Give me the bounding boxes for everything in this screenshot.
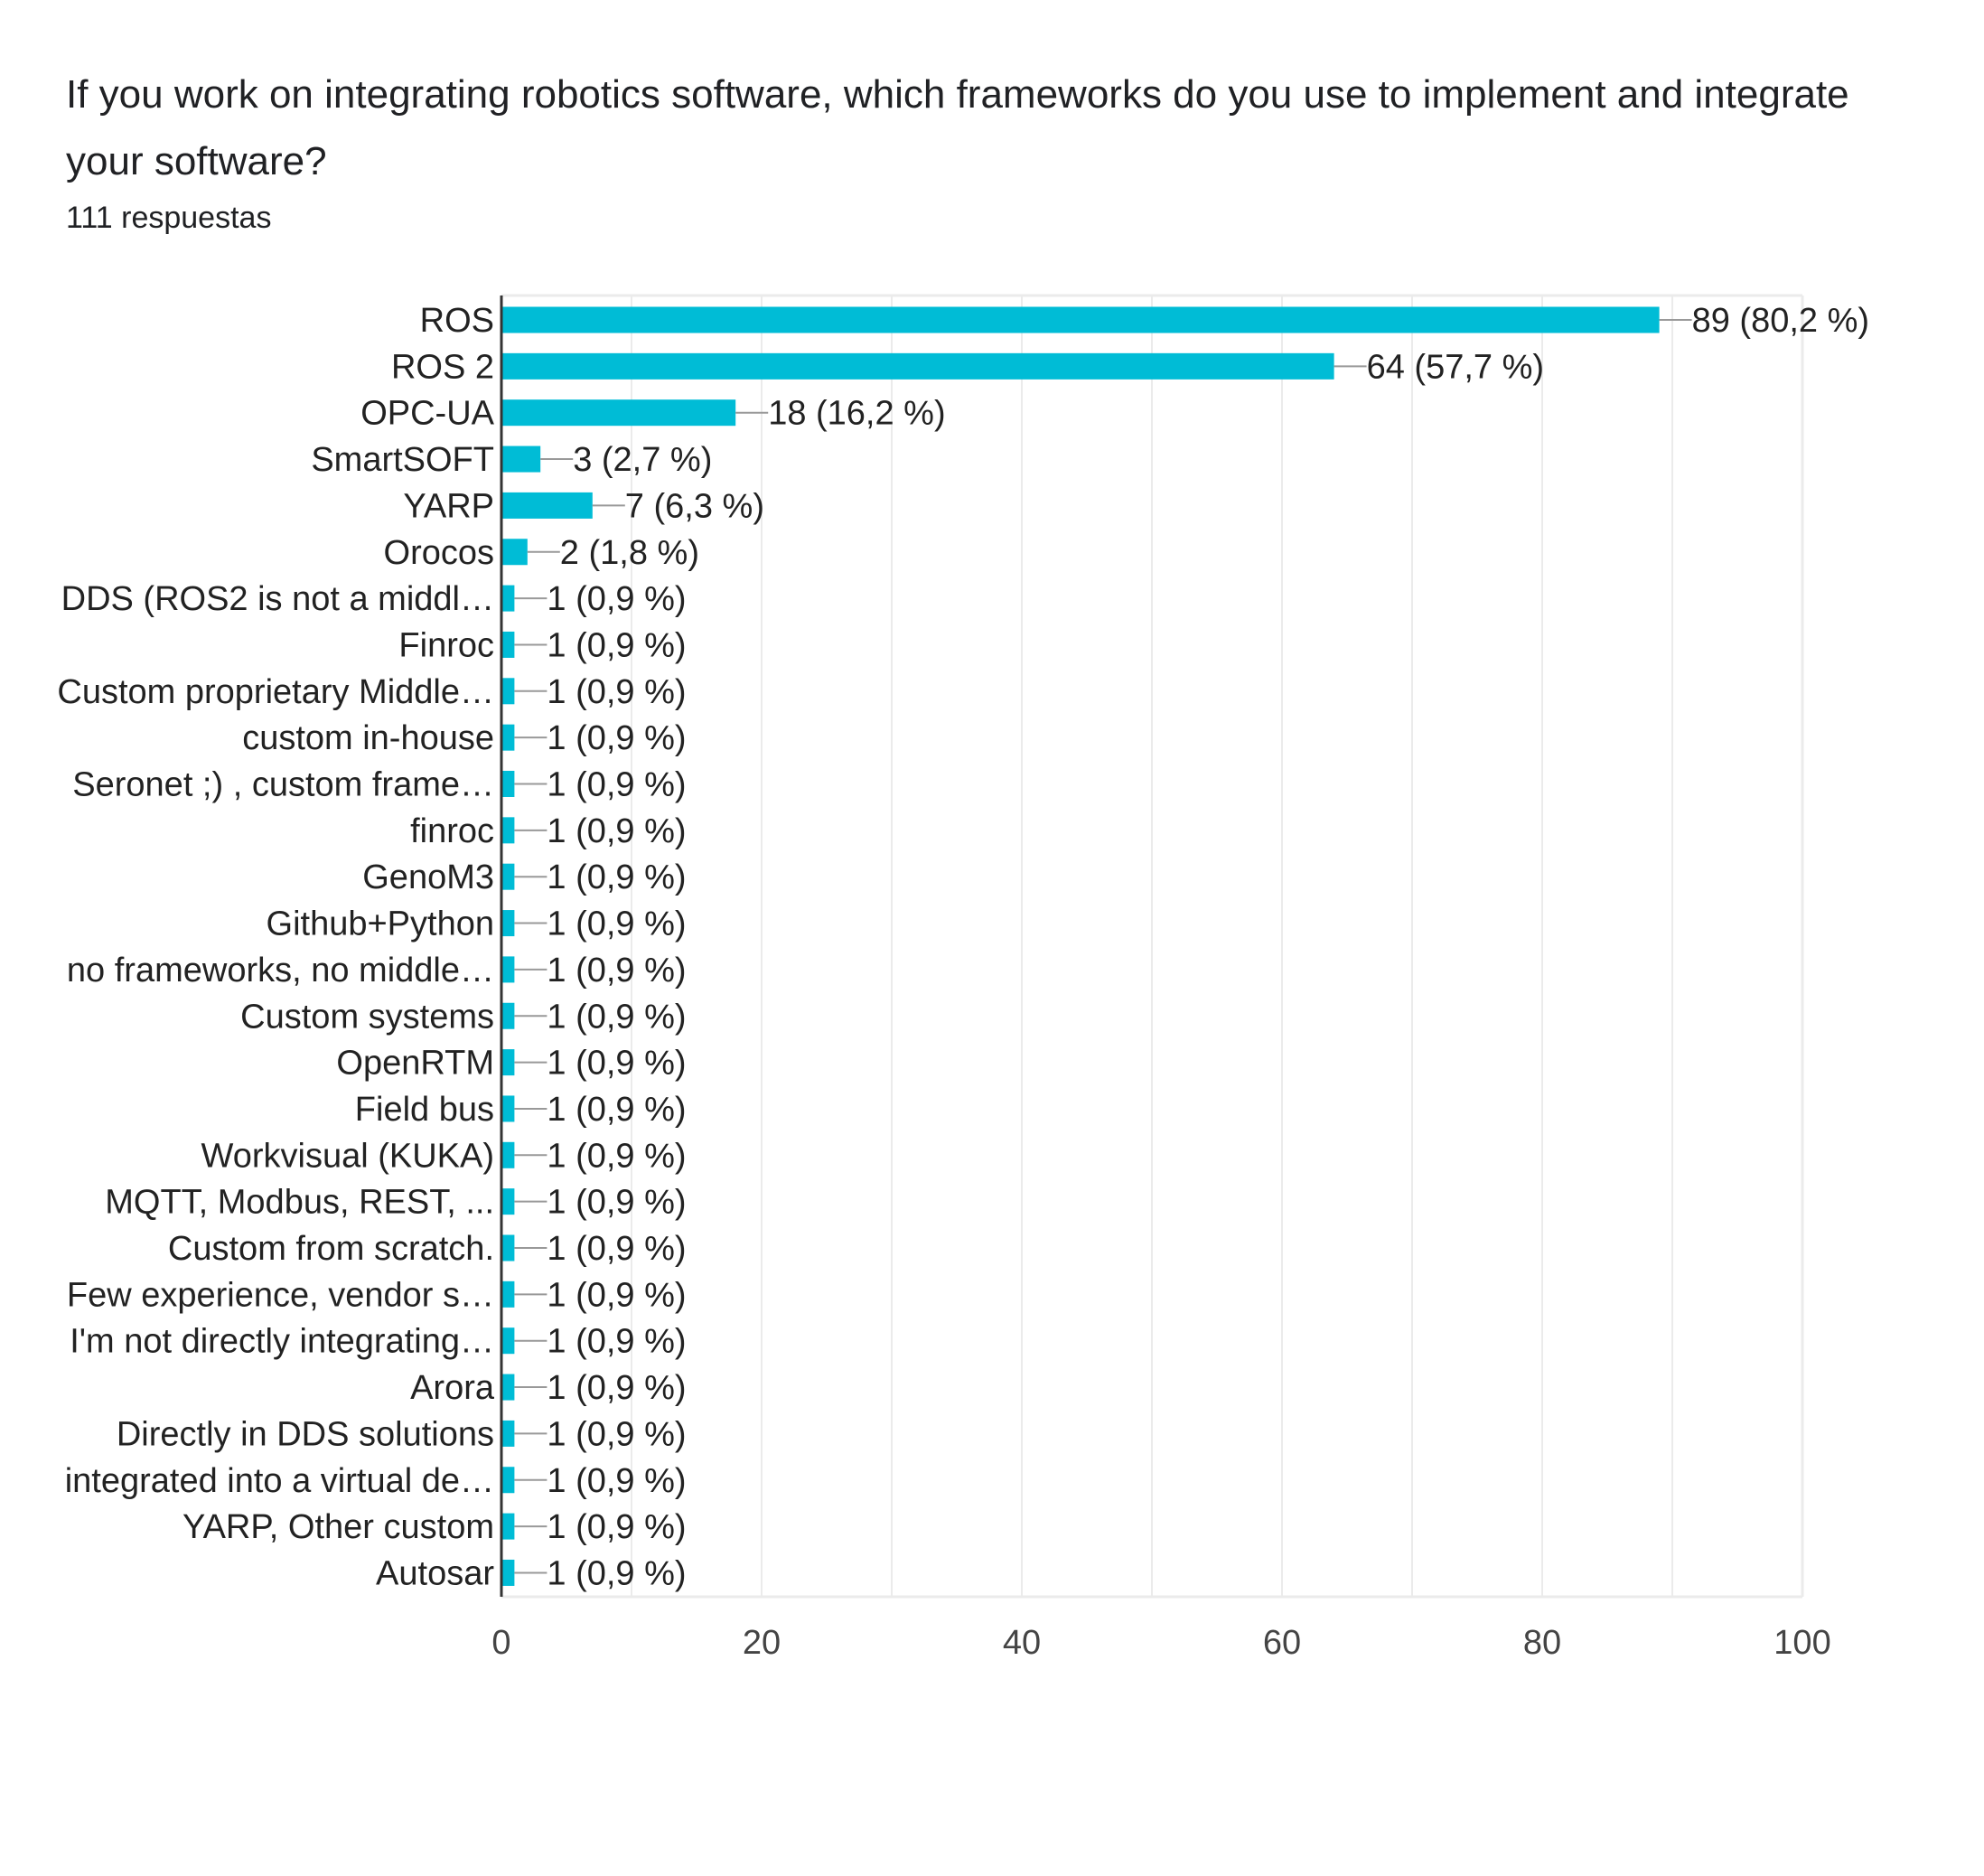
bar [502, 817, 515, 844]
data-label: 1 (0,9 %) [547, 1323, 686, 1361]
category-label: Github+Python [267, 905, 494, 943]
category-label: DDS (ROS2 is not a middl… [61, 580, 494, 618]
x-tick-label: 80 [1523, 1624, 1561, 1662]
category-label: ROS [420, 302, 494, 340]
gridlines [501, 294, 1804, 1599]
bar [502, 771, 515, 797]
bars [502, 306, 1692, 1586]
bar [502, 492, 593, 519]
category-label: Workvisual (KUKA) [201, 1137, 494, 1175]
data-label: 1 (0,9 %) [547, 1462, 686, 1500]
bar [502, 910, 515, 937]
category-label: OPC-UA [360, 395, 494, 433]
bar [502, 1002, 515, 1029]
category-label: Seronet ;) , custom frame… [72, 766, 494, 804]
data-label: 1 (0,9 %) [547, 1184, 686, 1222]
bar [502, 1374, 515, 1401]
category-label: OpenRTM [336, 1045, 494, 1083]
bar [502, 1188, 515, 1215]
x-tick-label: 20 [743, 1624, 781, 1662]
category-label: Field bus [355, 1091, 494, 1129]
bar [502, 306, 1660, 333]
data-label: 3 (2,7 %) [573, 441, 712, 479]
data-label: 1 (0,9 %) [547, 1045, 686, 1083]
bar [502, 539, 528, 566]
data-label: 1 (0,9 %) [547, 1508, 686, 1546]
data-label: 1 (0,9 %) [547, 1276, 686, 1314]
x-tick-label: 0 [491, 1624, 510, 1662]
bar [502, 585, 515, 612]
x-tick-label: 40 [1003, 1624, 1041, 1662]
data-label: 1 (0,9 %) [547, 812, 686, 850]
category-label: Arora [410, 1369, 495, 1407]
bar [502, 399, 736, 427]
category-label: ROS 2 [391, 348, 494, 386]
bar [502, 1234, 515, 1262]
data-label: 1 (0,9 %) [547, 1137, 686, 1175]
bar [502, 352, 1334, 380]
category-label: Few experience, vendor s… [67, 1276, 494, 1314]
bar [502, 956, 515, 983]
data-label: 1 (0,9 %) [547, 1091, 686, 1129]
x-tick-label: 100 [1773, 1624, 1830, 1662]
data-label: 64 (57,7 %) [1367, 348, 1544, 386]
category-label: Custom proprietary Middle… [57, 673, 494, 711]
bar [502, 631, 515, 658]
bar [502, 1559, 515, 1586]
data-label: 1 (0,9 %) [547, 766, 686, 804]
category-label: no frameworks, no middle… [67, 952, 494, 990]
x-tick-label: 60 [1263, 1624, 1301, 1662]
category-label: Directly in DDS solutions [117, 1415, 494, 1453]
bar [502, 1280, 515, 1308]
data-label: 1 (0,9 %) [547, 1554, 686, 1592]
data-label: 2 (1,8 %) [560, 534, 699, 572]
bar [502, 1141, 515, 1168]
category-label: Custom from scratch. [168, 1230, 494, 1268]
bar [502, 1420, 515, 1447]
data-label: 89 (80,2 %) [1692, 302, 1869, 340]
data-label: 1 (0,9 %) [547, 905, 686, 943]
bar [502, 1049, 515, 1076]
response-count: 111 respuestas [66, 201, 272, 235]
labels: 89 (80,2 %) ROS 64 (57,7 %) ROS 2 18 (16,2 %… [57, 302, 1869, 1592]
bar [502, 863, 515, 890]
data-label: 1 (0,9 %) [547, 626, 686, 664]
category-label: Autosar [376, 1554, 494, 1592]
category-label: integrated into a virtual de… [65, 1462, 494, 1500]
bar [502, 1467, 515, 1494]
category-label: Finroc [398, 626, 494, 664]
bar [502, 724, 515, 751]
data-label: 1 (0,9 %) [547, 998, 686, 1036]
bar [502, 678, 515, 705]
data-label: 18 (16,2 %) [768, 395, 945, 433]
data-label: 1 (0,9 %) [547, 1230, 686, 1268]
bar [502, 1095, 515, 1122]
bar [502, 1513, 515, 1540]
category-label: custom in-house [242, 719, 494, 757]
data-label: 1 (0,9 %) [547, 580, 686, 618]
axes: 0 20 40 60 80 100 [491, 295, 1831, 1662]
category-label: I'm not directly integrating… [70, 1323, 494, 1361]
category-label: MQTT, Modbus, REST, ... [105, 1184, 494, 1222]
category-label: Custom systems [240, 998, 494, 1036]
category-label: SmartSOFT [311, 441, 494, 479]
bar [502, 1327, 515, 1355]
data-label: 1 (0,9 %) [547, 858, 686, 896]
data-label: 1 (0,9 %) [547, 1415, 686, 1453]
chart-title: If you work on integrating robotics soft… [66, 72, 1849, 183]
data-label: 1 (0,9 %) [547, 952, 686, 990]
category-label: finroc [410, 812, 494, 850]
data-label: 7 (6,3 %) [625, 487, 764, 525]
category-label: GenoM3 [362, 858, 494, 896]
bar [502, 446, 541, 473]
category-label: YARP [403, 487, 494, 525]
data-label: 1 (0,9 %) [547, 673, 686, 711]
category-label: YARP, Other custom [182, 1508, 494, 1546]
category-label: Orocos [384, 534, 494, 572]
data-label: 1 (0,9 %) [547, 719, 686, 757]
data-label: 1 (0,9 %) [547, 1369, 686, 1407]
